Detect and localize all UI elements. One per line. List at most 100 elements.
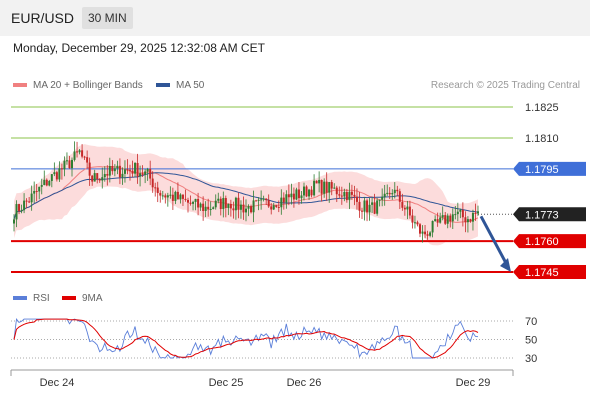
candle-body xyxy=(471,212,474,222)
candle-body xyxy=(13,219,15,224)
candle-body xyxy=(408,206,411,216)
candle-body xyxy=(239,204,242,210)
rsi-ma-line xyxy=(13,318,479,359)
rsi-panel: 70 50 30 xyxy=(11,316,537,365)
candle-body xyxy=(366,200,369,213)
projection-arrow xyxy=(479,215,511,272)
candle-body xyxy=(393,189,396,194)
rsi-tick-50: 50 xyxy=(525,335,537,347)
candle-body xyxy=(255,200,258,202)
candle-body xyxy=(416,222,419,225)
candle-body xyxy=(192,201,195,204)
candle-body xyxy=(363,200,366,212)
candle-body xyxy=(477,211,479,214)
header-bar: EUR/USD 30 MIN xyxy=(0,0,590,36)
candle-body xyxy=(456,211,459,215)
candles xyxy=(13,141,479,243)
candle-body xyxy=(260,199,263,201)
x-tick-label: Dec 24 xyxy=(40,377,75,389)
candle-body xyxy=(376,200,379,214)
candle-body xyxy=(287,194,290,198)
candle-body xyxy=(330,182,333,189)
candle-body xyxy=(209,208,212,210)
candle-body xyxy=(237,197,240,210)
candle-body xyxy=(174,191,177,201)
candle-body xyxy=(323,181,326,194)
candle-body xyxy=(444,215,447,224)
candle-body xyxy=(340,195,343,197)
candle-body xyxy=(58,168,61,180)
candle-body xyxy=(154,187,157,189)
candle-body xyxy=(424,231,427,235)
credit-label: Research © 2025 Trading Central xyxy=(430,80,580,91)
timeframe-badge[interactable]: 30 MIN xyxy=(82,7,133,29)
x-axis: Dec 24 Dec 25 Dec 26 Dec 29 xyxy=(10,369,514,389)
candle-body xyxy=(116,165,119,169)
candle-body xyxy=(454,214,457,216)
candle-body xyxy=(439,217,442,223)
level-tag-1.1773 xyxy=(513,207,586,222)
datetime-label: Monday, December 29, 2025 12:32:08 AM CE… xyxy=(13,41,265,55)
candle-body xyxy=(40,184,43,187)
level-tag-1.1795 xyxy=(513,161,586,176)
candle-body xyxy=(53,172,56,175)
candle-body xyxy=(429,232,432,236)
rsi-tick-30: 30 xyxy=(525,353,537,365)
candle-body xyxy=(212,207,215,209)
level-label-1.1810: 1.1810 xyxy=(525,133,559,145)
candle-body xyxy=(451,214,454,222)
candle-body xyxy=(65,160,68,162)
candle-body xyxy=(333,187,336,189)
candle-body xyxy=(139,173,142,177)
level-label-1.1760: 1.1760 xyxy=(525,236,559,248)
candle-body xyxy=(214,200,217,208)
candle-body xyxy=(378,199,381,201)
ma50-legend: MA 50 xyxy=(156,80,204,91)
candle-body xyxy=(466,219,469,223)
candle-body xyxy=(270,206,273,210)
candle-body xyxy=(55,172,58,180)
candle-body xyxy=(15,204,18,220)
candle-body xyxy=(43,179,46,185)
candle-body xyxy=(318,179,321,184)
candle-body xyxy=(63,160,66,170)
candle-body xyxy=(194,198,197,202)
candle-body xyxy=(449,215,452,222)
candle-body xyxy=(381,196,384,200)
candle-body xyxy=(234,197,237,211)
candle-body xyxy=(187,199,189,203)
candle-body xyxy=(328,182,331,193)
candle-body xyxy=(267,200,270,207)
candle-body xyxy=(277,206,280,208)
candle-body xyxy=(159,193,162,196)
candle-body xyxy=(245,208,247,213)
candle-body xyxy=(383,193,386,197)
candle-body xyxy=(459,209,462,212)
candle-body xyxy=(262,198,265,200)
candle-body xyxy=(23,200,26,211)
candle-body xyxy=(38,186,41,192)
candle-body xyxy=(136,162,139,177)
candle-body xyxy=(76,151,79,153)
candle-body xyxy=(96,173,99,180)
rsi-line xyxy=(13,317,479,359)
candle-body xyxy=(161,195,164,197)
candle-body xyxy=(144,171,147,175)
candle-body xyxy=(101,177,104,181)
candle-body xyxy=(28,201,31,203)
ma20-swatch xyxy=(13,83,27,88)
candle-body xyxy=(68,160,71,169)
candle-body xyxy=(411,215,414,223)
candle-body xyxy=(434,219,437,221)
candle-body xyxy=(131,170,134,174)
candle-body xyxy=(224,198,227,208)
candle-body xyxy=(371,202,374,205)
candle-body xyxy=(30,193,33,203)
candle-body xyxy=(431,220,434,233)
candle-body xyxy=(282,197,285,203)
candle-body xyxy=(250,206,253,213)
rsi-legend: RSI xyxy=(13,293,50,304)
rsi-tick-70: 70 xyxy=(525,316,537,328)
candle-body xyxy=(71,159,73,169)
